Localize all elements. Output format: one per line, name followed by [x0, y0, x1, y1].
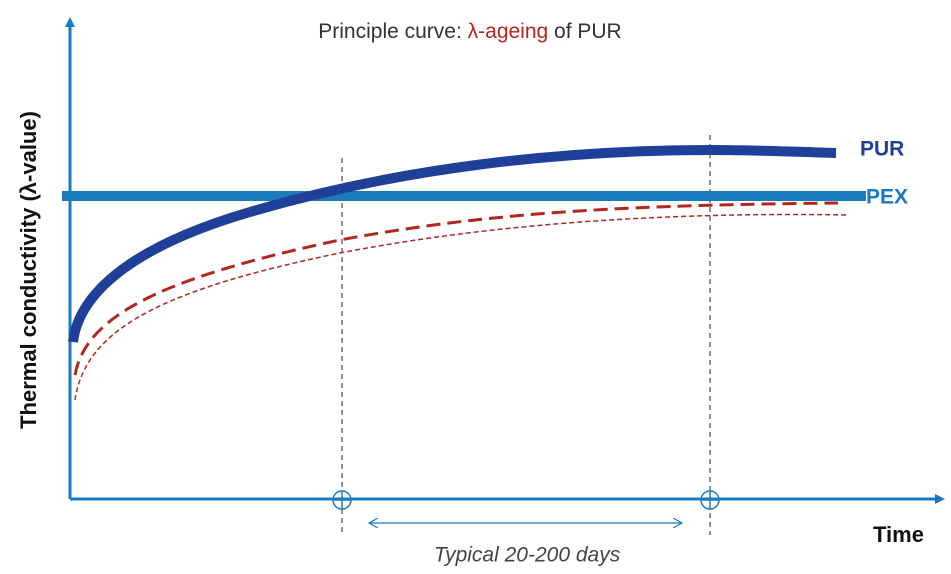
thin-ageing-curve: [74, 213, 849, 401]
pur-label: PUR: [860, 138, 904, 161]
title: Principle curve: λ-ageing of PUR: [318, 20, 621, 43]
x-axis-label: Time: [873, 522, 924, 547]
pex-label: PEX: [866, 186, 908, 209]
time-markers: [332, 490, 720, 510]
title-highlight: λ-ageing: [468, 20, 549, 43]
title-suffix: of PUR: [548, 20, 622, 43]
title-prefix: Principle curve:: [318, 20, 467, 43]
y-axis-label: Thermal conductivity (λ-value): [16, 111, 41, 429]
pur-curve: [68, 144, 837, 343]
range-annotation: Typical 20-200 days: [434, 544, 621, 567]
ageing-curve: [73, 201, 839, 376]
